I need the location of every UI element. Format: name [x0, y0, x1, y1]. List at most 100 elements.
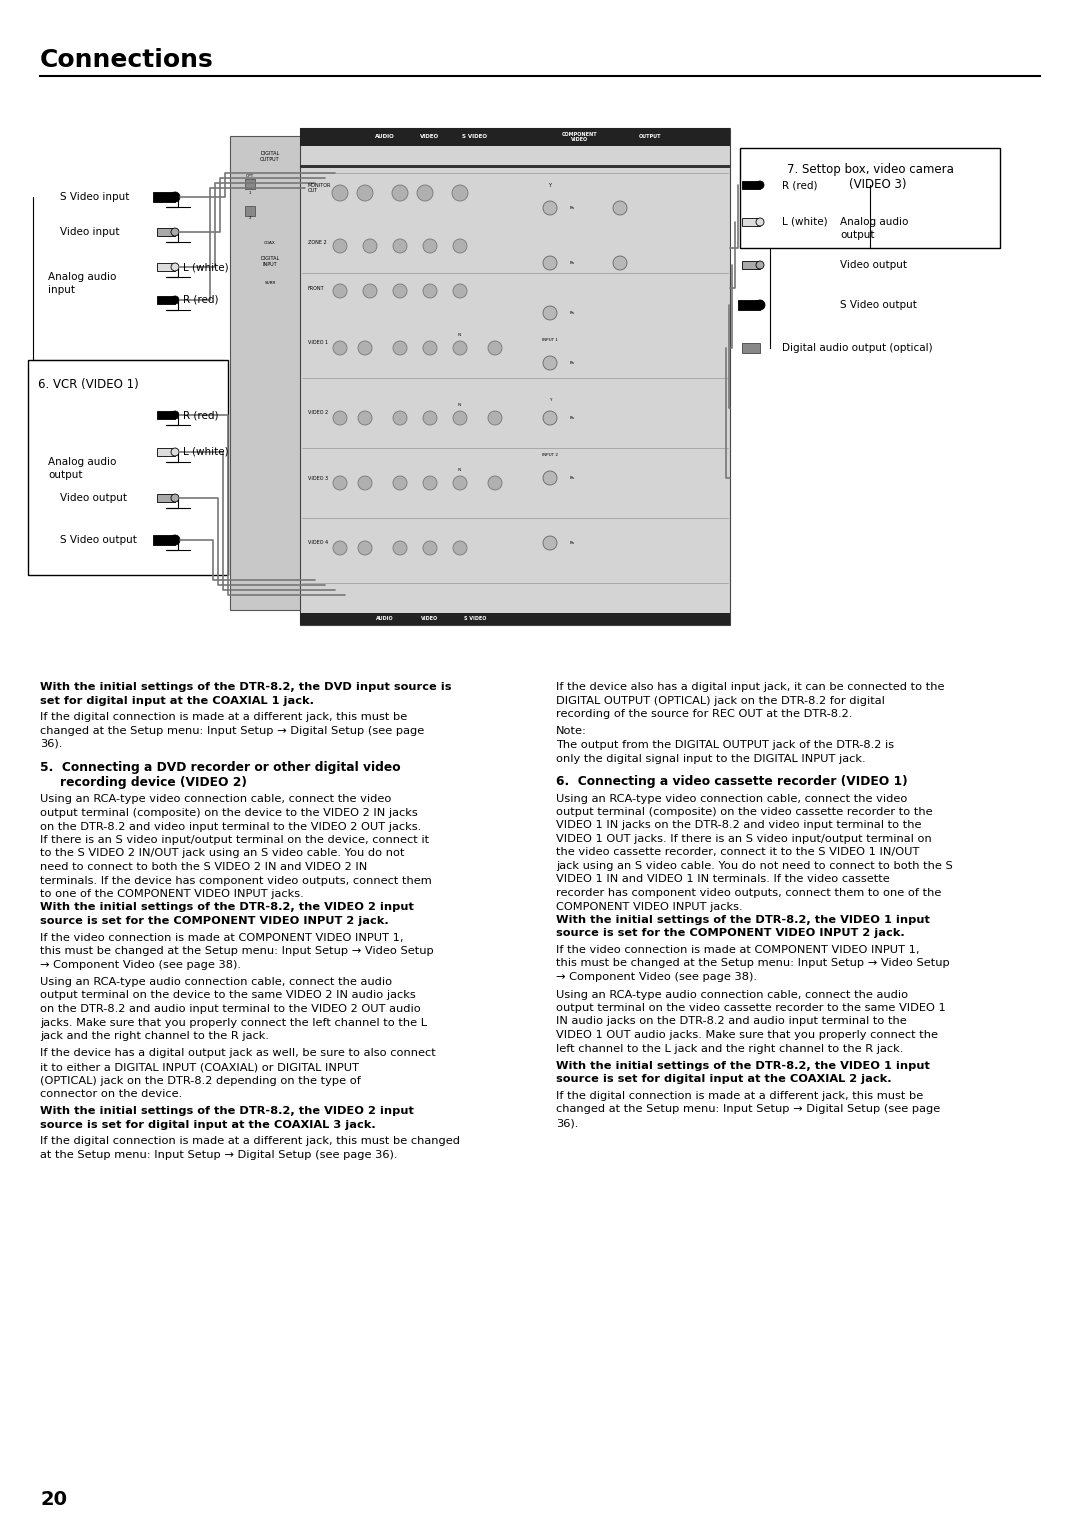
Text: With the initial settings of the DTR-8.2, the VIDEO 2 input: With the initial settings of the DTR-8.2…	[40, 1106, 414, 1117]
FancyBboxPatch shape	[28, 361, 228, 575]
Text: Using an RCA-type audio connection cable, connect the audio: Using an RCA-type audio connection cable…	[40, 976, 392, 987]
Text: on the DTR-8.2 and audio input terminal to the VIDEO 2 OUT audio: on the DTR-8.2 and audio input terminal …	[40, 1004, 421, 1015]
Text: Analog audio: Analog audio	[840, 217, 908, 228]
Text: output: output	[840, 231, 875, 240]
Circle shape	[357, 541, 372, 555]
Text: VIDEO: VIDEO	[421, 616, 438, 620]
Circle shape	[333, 411, 347, 425]
Circle shape	[363, 238, 377, 254]
Circle shape	[363, 284, 377, 298]
Circle shape	[453, 238, 467, 254]
Circle shape	[170, 193, 180, 202]
Text: 5.  Connecting a DVD recorder or other digital video: 5. Connecting a DVD recorder or other di…	[40, 761, 401, 773]
Text: the video cassette recorder, connect it to the S VIDEO 1 IN/OUT: the video cassette recorder, connect it …	[556, 848, 919, 857]
Text: COMPONENT VIDEO INPUT jacks.: COMPONENT VIDEO INPUT jacks.	[556, 902, 743, 912]
Text: output terminal on the device to the same VIDEO 2 IN audio jacks: output terminal on the device to the sam…	[40, 990, 416, 1001]
Circle shape	[357, 411, 372, 425]
Text: VIDEO 3: VIDEO 3	[308, 475, 328, 480]
Bar	[742, 342, 760, 353]
Circle shape	[453, 284, 467, 298]
Bar	[157, 263, 175, 270]
Circle shape	[755, 299, 765, 310]
Text: 20: 20	[40, 1490, 67, 1510]
Circle shape	[171, 448, 179, 455]
Text: 36).: 36).	[40, 740, 63, 749]
Circle shape	[756, 261, 764, 269]
Circle shape	[423, 411, 437, 425]
Text: (OPTICAL) jack on the DTR-8.2 depending on the type of: (OPTICAL) jack on the DTR-8.2 depending …	[40, 1076, 361, 1085]
Text: Pa: Pa	[570, 541, 575, 545]
Text: SURR: SURR	[265, 281, 275, 286]
Text: If the digital connection is made at a different jack, this must be: If the digital connection is made at a d…	[40, 712, 407, 723]
Text: DIGITAL
OUTPUT: DIGITAL OUTPUT	[260, 151, 280, 162]
Text: → Component Video (see page 38).: → Component Video (see page 38).	[556, 972, 757, 983]
Circle shape	[756, 219, 764, 226]
Circle shape	[393, 477, 407, 490]
Bar	[742, 219, 760, 226]
Text: VIDEO 1 IN and VIDEO 1 IN terminals. If the video cassette: VIDEO 1 IN and VIDEO 1 IN terminals. If …	[556, 874, 890, 885]
Text: set for digital input at the COAXIAL 1 jack.: set for digital input at the COAXIAL 1 j…	[40, 695, 314, 706]
Text: Y: Y	[549, 183, 552, 188]
Circle shape	[543, 306, 557, 319]
Text: DIGITAL OUTPUT (OPTICAL) jack on the DTR-8.2 for digital: DIGITAL OUTPUT (OPTICAL) jack on the DTR…	[556, 695, 885, 706]
Text: DIGITAL
INPUT: DIGITAL INPUT	[260, 257, 280, 267]
Circle shape	[332, 185, 348, 202]
Text: changed at the Setup menu: Input Setup → Digital Setup (see page: changed at the Setup menu: Input Setup →…	[556, 1105, 941, 1114]
Circle shape	[423, 477, 437, 490]
Text: Analog audio: Analog audio	[48, 272, 117, 283]
Text: R (red): R (red)	[183, 410, 218, 420]
Text: source is set for the COMPONENT VIDEO INPUT 2 jack.: source is set for the COMPONENT VIDEO IN…	[556, 929, 905, 938]
Bar	[300, 128, 730, 147]
Text: Using an RCA-type audio connection cable, connect the audio: Using an RCA-type audio connection cable…	[556, 990, 908, 999]
Circle shape	[488, 477, 502, 490]
Text: Pa: Pa	[570, 206, 575, 209]
Text: IN: IN	[458, 403, 462, 406]
Text: ZONE 2: ZONE 2	[308, 240, 326, 246]
Text: VIDEO 1 OUT jacks. If there is an S video input/output terminal on: VIDEO 1 OUT jacks. If there is an S vide…	[556, 834, 932, 843]
Text: output terminal (composite) on the video cassette recorder to the: output terminal (composite) on the video…	[556, 807, 933, 817]
Text: on the DTR-8.2 and video input terminal to the VIDEO 2 OUT jacks.: on the DTR-8.2 and video input terminal …	[40, 822, 421, 831]
Bar	[157, 411, 175, 419]
Text: If the digital connection is made at a different jack, this must be changed: If the digital connection is made at a d…	[40, 1137, 460, 1146]
Circle shape	[543, 411, 557, 425]
Circle shape	[543, 356, 557, 370]
Text: FRONT: FRONT	[308, 286, 325, 290]
Text: recording of the source for REC OUT at the DTR-8.2.: recording of the source for REC OUT at t…	[556, 709, 852, 720]
Text: If there is an S video input/output terminal on the device, connect it: If there is an S video input/output term…	[40, 834, 429, 845]
Text: Pa: Pa	[570, 361, 575, 365]
Text: changed at the Setup menu: Input Setup → Digital Setup (see page: changed at the Setup menu: Input Setup →…	[40, 726, 424, 735]
Text: 36).: 36).	[556, 1118, 579, 1128]
Text: 1: 1	[248, 191, 252, 196]
Bar	[742, 180, 760, 189]
Text: The output from the DIGITAL OUTPUT jack of the DTR-8.2 is: The output from the DIGITAL OUTPUT jack …	[556, 740, 894, 750]
Text: source is set for the COMPONENT VIDEO INPUT 2 jack.: source is set for the COMPONENT VIDEO IN…	[40, 915, 389, 926]
Text: L (white): L (white)	[782, 217, 827, 228]
Text: VIDEO 2: VIDEO 2	[308, 411, 328, 416]
Text: AUDIO: AUDIO	[376, 616, 394, 620]
Text: source is set for digital input at the COAXIAL 3 jack.: source is set for digital input at the C…	[40, 1120, 376, 1131]
Text: output: output	[48, 471, 82, 480]
Circle shape	[543, 257, 557, 270]
Text: left channel to the L jack and the right channel to the R jack.: left channel to the L jack and the right…	[556, 1044, 903, 1053]
Circle shape	[453, 477, 467, 490]
Text: S Video output: S Video output	[840, 299, 917, 310]
Text: Video output: Video output	[60, 494, 127, 503]
Text: Connections: Connections	[40, 47, 214, 72]
Text: need to connect to both the S VIDEO 2 IN and VIDEO 2 IN: need to connect to both the S VIDEO 2 IN…	[40, 862, 367, 872]
FancyBboxPatch shape	[300, 128, 730, 625]
Circle shape	[423, 541, 437, 555]
Bar	[742, 261, 760, 269]
Text: at the Setup menu: Input Setup → Digital Setup (see page 36).: at the Setup menu: Input Setup → Digital…	[40, 1151, 397, 1160]
Text: If the device also has a digital input jack, it can be connected to the: If the device also has a digital input j…	[556, 681, 945, 692]
Text: With the initial settings of the DTR-8.2, the DVD input source is: With the initial settings of the DTR-8.2…	[40, 681, 451, 692]
Text: OUTPUT: OUTPUT	[638, 134, 661, 139]
Circle shape	[393, 341, 407, 354]
Text: OPT: OPT	[246, 174, 254, 177]
Circle shape	[543, 202, 557, 215]
Text: to the S VIDEO 2 IN/OUT jack using an S video cable. You do not: to the S VIDEO 2 IN/OUT jack using an S …	[40, 848, 405, 859]
Text: L (white): L (white)	[183, 448, 229, 457]
Text: Digital audio output (optical): Digital audio output (optical)	[782, 342, 933, 353]
Text: input: input	[48, 286, 75, 295]
Bar	[245, 206, 255, 215]
Text: S VIDEO: S VIDEO	[462, 134, 487, 139]
